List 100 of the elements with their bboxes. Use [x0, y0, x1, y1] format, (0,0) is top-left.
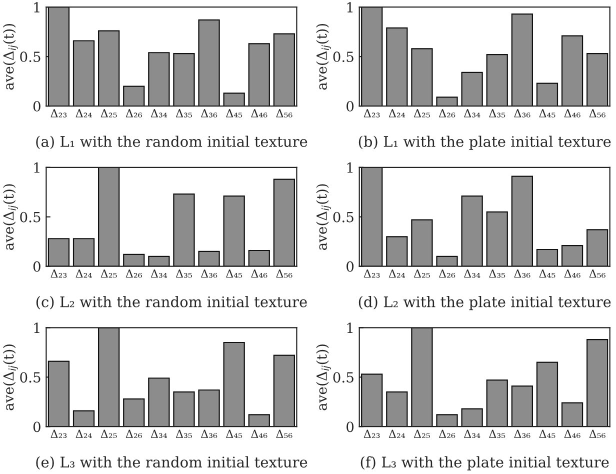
x-tick-label: Δ₃₄ [464, 269, 480, 278]
x-tick-label: Δ₂₅ [414, 109, 430, 118]
text: (a) L₁ with the random initial texture [36, 136, 308, 150]
x-tick-label: Δ₄₆ [251, 269, 268, 278]
x-tick-label: Δ₂₃ [364, 109, 380, 118]
bar [436, 256, 458, 266]
x-tick-label: Δ₄₅ [539, 430, 556, 438]
bar [536, 362, 558, 427]
x-tick-label: Δ₃₄ [150, 109, 168, 118]
bar [173, 391, 195, 427]
bar [586, 338, 608, 427]
bar [511, 176, 533, 266]
bar [361, 374, 383, 427]
x-tick-label: Δ₅₆ [589, 269, 606, 278]
bar [386, 27, 408, 106]
x-tick-label: Δ₃₄ [464, 109, 480, 118]
bar [586, 53, 608, 106]
x-tick-label: Δ₂₄ [388, 269, 406, 278]
x-tick-label: Δ₃₆ [514, 430, 530, 438]
x-tick-label: Δ₃₆ [514, 269, 530, 278]
x-tick-label: Δ₅₆ [589, 109, 606, 118]
bar [198, 250, 220, 266]
x-tick-label: Δ₃₅ [176, 269, 192, 278]
x-tick-label: Δ₂₃ [364, 430, 380, 438]
y-axis-title: ave(Δ$_{ij}$(t)) [3, 24, 18, 90]
x-tick-label: Δ₅₆ [589, 430, 606, 438]
bar [248, 414, 270, 427]
y-tick-label: 0 [346, 261, 354, 272]
y-tick-label: 0.5 [333, 212, 354, 222]
x-tick-label: Δ₂₅ [100, 109, 117, 118]
bar [461, 72, 483, 106]
bar [436, 414, 458, 427]
bar [72, 40, 95, 106]
y-axis-title: ave(Δ$_{ij}$(t)) [3, 184, 18, 250]
x-tick-label: Δ₄₆ [564, 109, 580, 118]
bar [223, 342, 245, 427]
y-tick-label: 0.5 [333, 52, 354, 62]
bar [411, 328, 433, 427]
x-tick-label: Δ₃₄ [150, 269, 168, 278]
bar [98, 328, 120, 427]
bar [386, 391, 408, 427]
y-tick-label: 0.5 [20, 372, 40, 383]
x-tick-label: Δ₂₃ [364, 269, 380, 278]
x-tick-label: Δ₄₆ [251, 430, 268, 438]
bar [123, 254, 145, 266]
y-axis-title: ave(Δ$_{ij}$(t)) [316, 344, 331, 410]
text: (c) L₂ with the random initial texture [36, 296, 307, 310]
y-tick-label: 1 [347, 2, 352, 12]
x-tick-label: Δ₃₅ [489, 430, 506, 438]
y-tick-label: 1 [34, 162, 40, 173]
bar [361, 7, 383, 106]
bar [198, 389, 220, 427]
bar [436, 96, 458, 106]
x-tick-label: Δ₃₆ [200, 109, 218, 118]
x-tick-label: Δ₃₆ [514, 109, 530, 118]
x-tick-label: Δ₃₅ [489, 109, 506, 118]
y-tick-label: 0 [33, 101, 40, 112]
y-tick-label: 0 [346, 101, 354, 112]
bar [273, 33, 296, 106]
bar [248, 250, 270, 266]
x-tick-label: Δ₂₃ [50, 430, 67, 438]
y-tick-label: 0 [346, 422, 354, 432]
bar [98, 30, 120, 106]
y-tick-label: 1 [347, 322, 352, 333]
y-tick-label: 0.5 [20, 52, 40, 62]
x-tick-label: Δ₃₅ [176, 430, 192, 438]
y-tick-label: 0 [33, 261, 40, 272]
bar [511, 385, 533, 427]
x-tick-label: Δ₂₃ [50, 269, 67, 278]
bar [173, 53, 195, 106]
bar [148, 256, 170, 266]
x-tick-label: Δ₃₅ [489, 269, 506, 278]
x-tick-label: Δ₂₃ [50, 109, 67, 118]
y-axis-title: ave(Δ$_{ij}$(t)) [316, 24, 331, 90]
x-tick-label: Δ₅₆ [276, 430, 292, 438]
x-tick-label: Δ₂₆ [438, 109, 456, 118]
x-tick-label: Δ₂₅ [100, 269, 117, 278]
y-tick-label: 0.5 [333, 372, 354, 383]
bar [198, 19, 220, 106]
x-tick-label: Δ₂₆ [126, 269, 142, 278]
bar [586, 229, 608, 266]
x-tick-label: Δ₂₅ [414, 430, 430, 438]
y-axis-title: ave(Δ$_{ij}$(t)) [3, 344, 18, 410]
bar [411, 219, 433, 266]
bar [361, 167, 383, 266]
bar [273, 354, 296, 427]
x-tick-label: Δ₂₆ [438, 430, 456, 438]
bar [123, 86, 145, 106]
x-tick-label: Δ₂₄ [388, 109, 406, 118]
x-tick-label: Δ₃₆ [200, 269, 218, 278]
bar [561, 35, 584, 106]
bar [486, 380, 508, 427]
x-tick-label: Δ₅₆ [276, 109, 292, 118]
x-tick-label: Δ₅₆ [276, 269, 292, 278]
y-tick-label: 1 [347, 162, 352, 173]
y-tick-label: 1 [34, 2, 40, 12]
x-tick-label: Δ₃₄ [464, 430, 480, 438]
y-tick-label: 0.5 [20, 212, 40, 222]
bar [98, 167, 120, 266]
bar [511, 13, 533, 106]
